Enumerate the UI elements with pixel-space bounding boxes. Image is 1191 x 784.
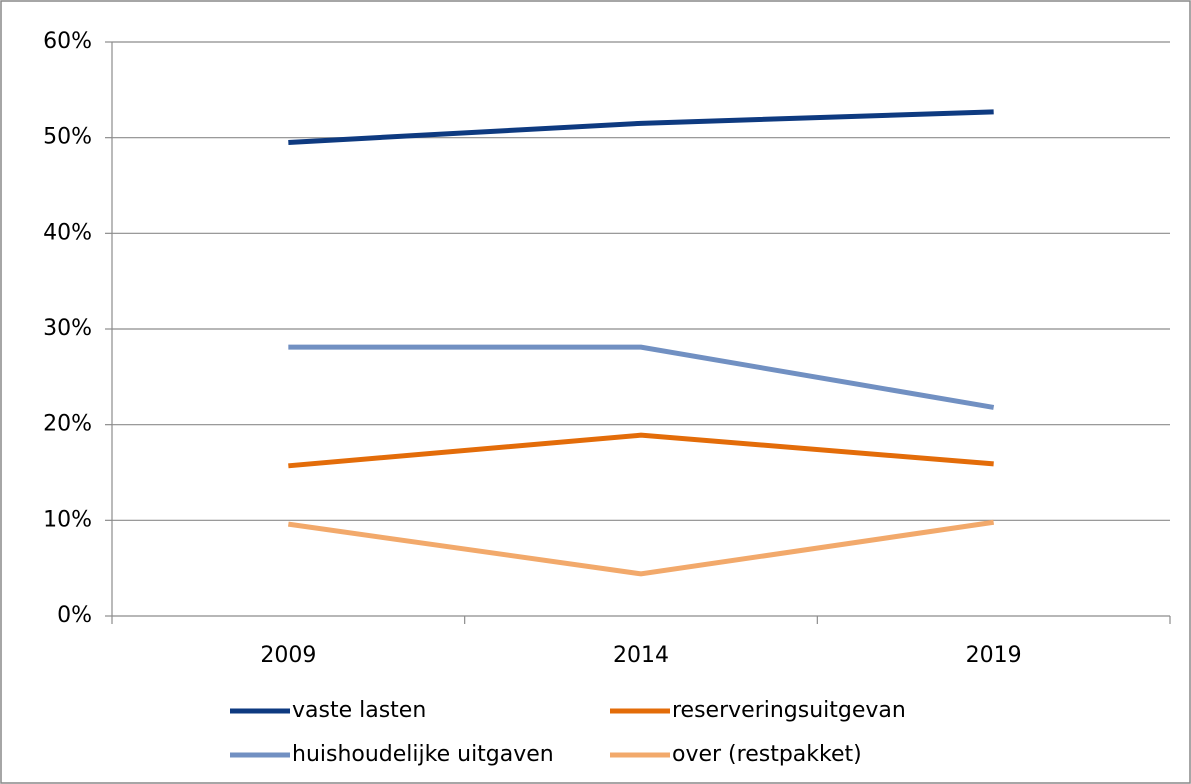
y-tick-label: 50% [43, 125, 92, 150]
legend-label: vaste lasten [292, 698, 426, 723]
legend-label: over (restpakket) [672, 742, 862, 767]
series-line [288, 344, 995, 410]
y-tick-label: 10% [43, 507, 92, 532]
legend-label: reserveringsuitgevan [672, 698, 906, 723]
x-tick-label: 2019 [966, 643, 1022, 668]
x-tick-label: 2009 [260, 643, 316, 668]
y-tick-label: 0% [57, 603, 92, 628]
y-tick-label: 60% [43, 29, 92, 54]
series-line [287, 519, 995, 577]
series-line [288, 432, 994, 469]
x-tick-label: 2014 [613, 643, 669, 668]
y-tick-label: 20% [43, 412, 92, 437]
y-tick-label: 40% [43, 220, 92, 245]
y-tick-label: 30% [43, 316, 92, 341]
series-line [288, 109, 994, 145]
legend-label: huishoudelijke uitgaven [292, 742, 554, 767]
